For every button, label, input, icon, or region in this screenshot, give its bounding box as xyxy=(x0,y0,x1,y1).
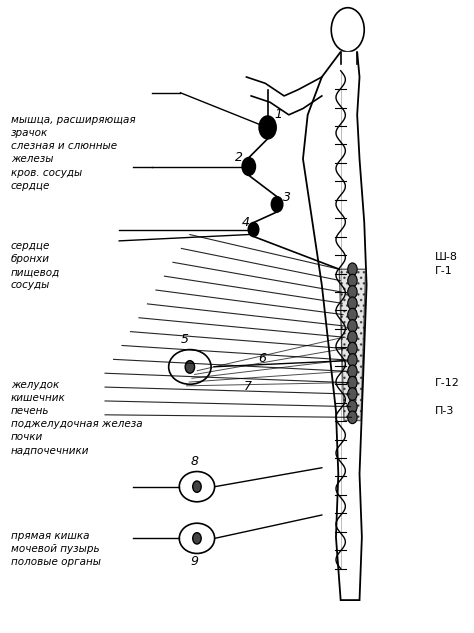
Circle shape xyxy=(348,308,357,321)
Text: Г-12: Г-12 xyxy=(435,378,460,387)
Circle shape xyxy=(331,8,364,52)
Text: 6: 6 xyxy=(258,352,266,365)
Circle shape xyxy=(242,158,255,175)
Text: П-3: П-3 xyxy=(435,406,454,416)
Ellipse shape xyxy=(179,523,215,553)
Text: 4: 4 xyxy=(242,216,250,229)
Text: 9: 9 xyxy=(191,555,199,568)
Text: Ш-8: Ш-8 xyxy=(435,252,458,261)
Circle shape xyxy=(259,116,276,139)
Circle shape xyxy=(348,354,357,367)
Text: мышца, расширяющая
зрачок
слезная и слюнные
железы
кров. сосуды
сердце: мышца, расширяющая зрачок слезная и слюн… xyxy=(11,115,136,191)
Circle shape xyxy=(193,481,201,492)
Text: сердце
бронхи
пищевод
сосуды: сердце бронхи пищевод сосуды xyxy=(11,241,60,291)
Text: 3: 3 xyxy=(283,191,291,204)
Circle shape xyxy=(348,320,357,332)
PathPatch shape xyxy=(339,269,365,420)
Circle shape xyxy=(348,365,357,378)
Circle shape xyxy=(348,377,357,389)
Circle shape xyxy=(348,285,357,298)
Text: 5: 5 xyxy=(181,333,189,346)
Text: желудок
кишечник
печень
поджелудочная железа
почки
надпочечники: желудок кишечник печень поджелудочная же… xyxy=(11,380,143,456)
Circle shape xyxy=(193,532,201,544)
Ellipse shape xyxy=(179,472,215,502)
Ellipse shape xyxy=(169,349,211,384)
PathPatch shape xyxy=(303,52,366,600)
Text: 8: 8 xyxy=(191,455,199,468)
Text: прямая кишка
мочевой пузырь
половые органы: прямая кишка мочевой пузырь половые орга… xyxy=(11,531,101,567)
Circle shape xyxy=(348,297,357,310)
Circle shape xyxy=(348,263,357,275)
Circle shape xyxy=(348,274,357,287)
Text: Г-1: Г-1 xyxy=(435,266,453,276)
Circle shape xyxy=(185,361,195,373)
Circle shape xyxy=(348,388,357,400)
Text: 1: 1 xyxy=(275,108,283,121)
Circle shape xyxy=(348,342,357,355)
Text: 2: 2 xyxy=(235,151,243,165)
Circle shape xyxy=(248,223,259,237)
Circle shape xyxy=(348,331,357,344)
Circle shape xyxy=(348,411,357,423)
Circle shape xyxy=(348,400,357,413)
Text: 7: 7 xyxy=(244,380,252,393)
Circle shape xyxy=(272,197,283,212)
